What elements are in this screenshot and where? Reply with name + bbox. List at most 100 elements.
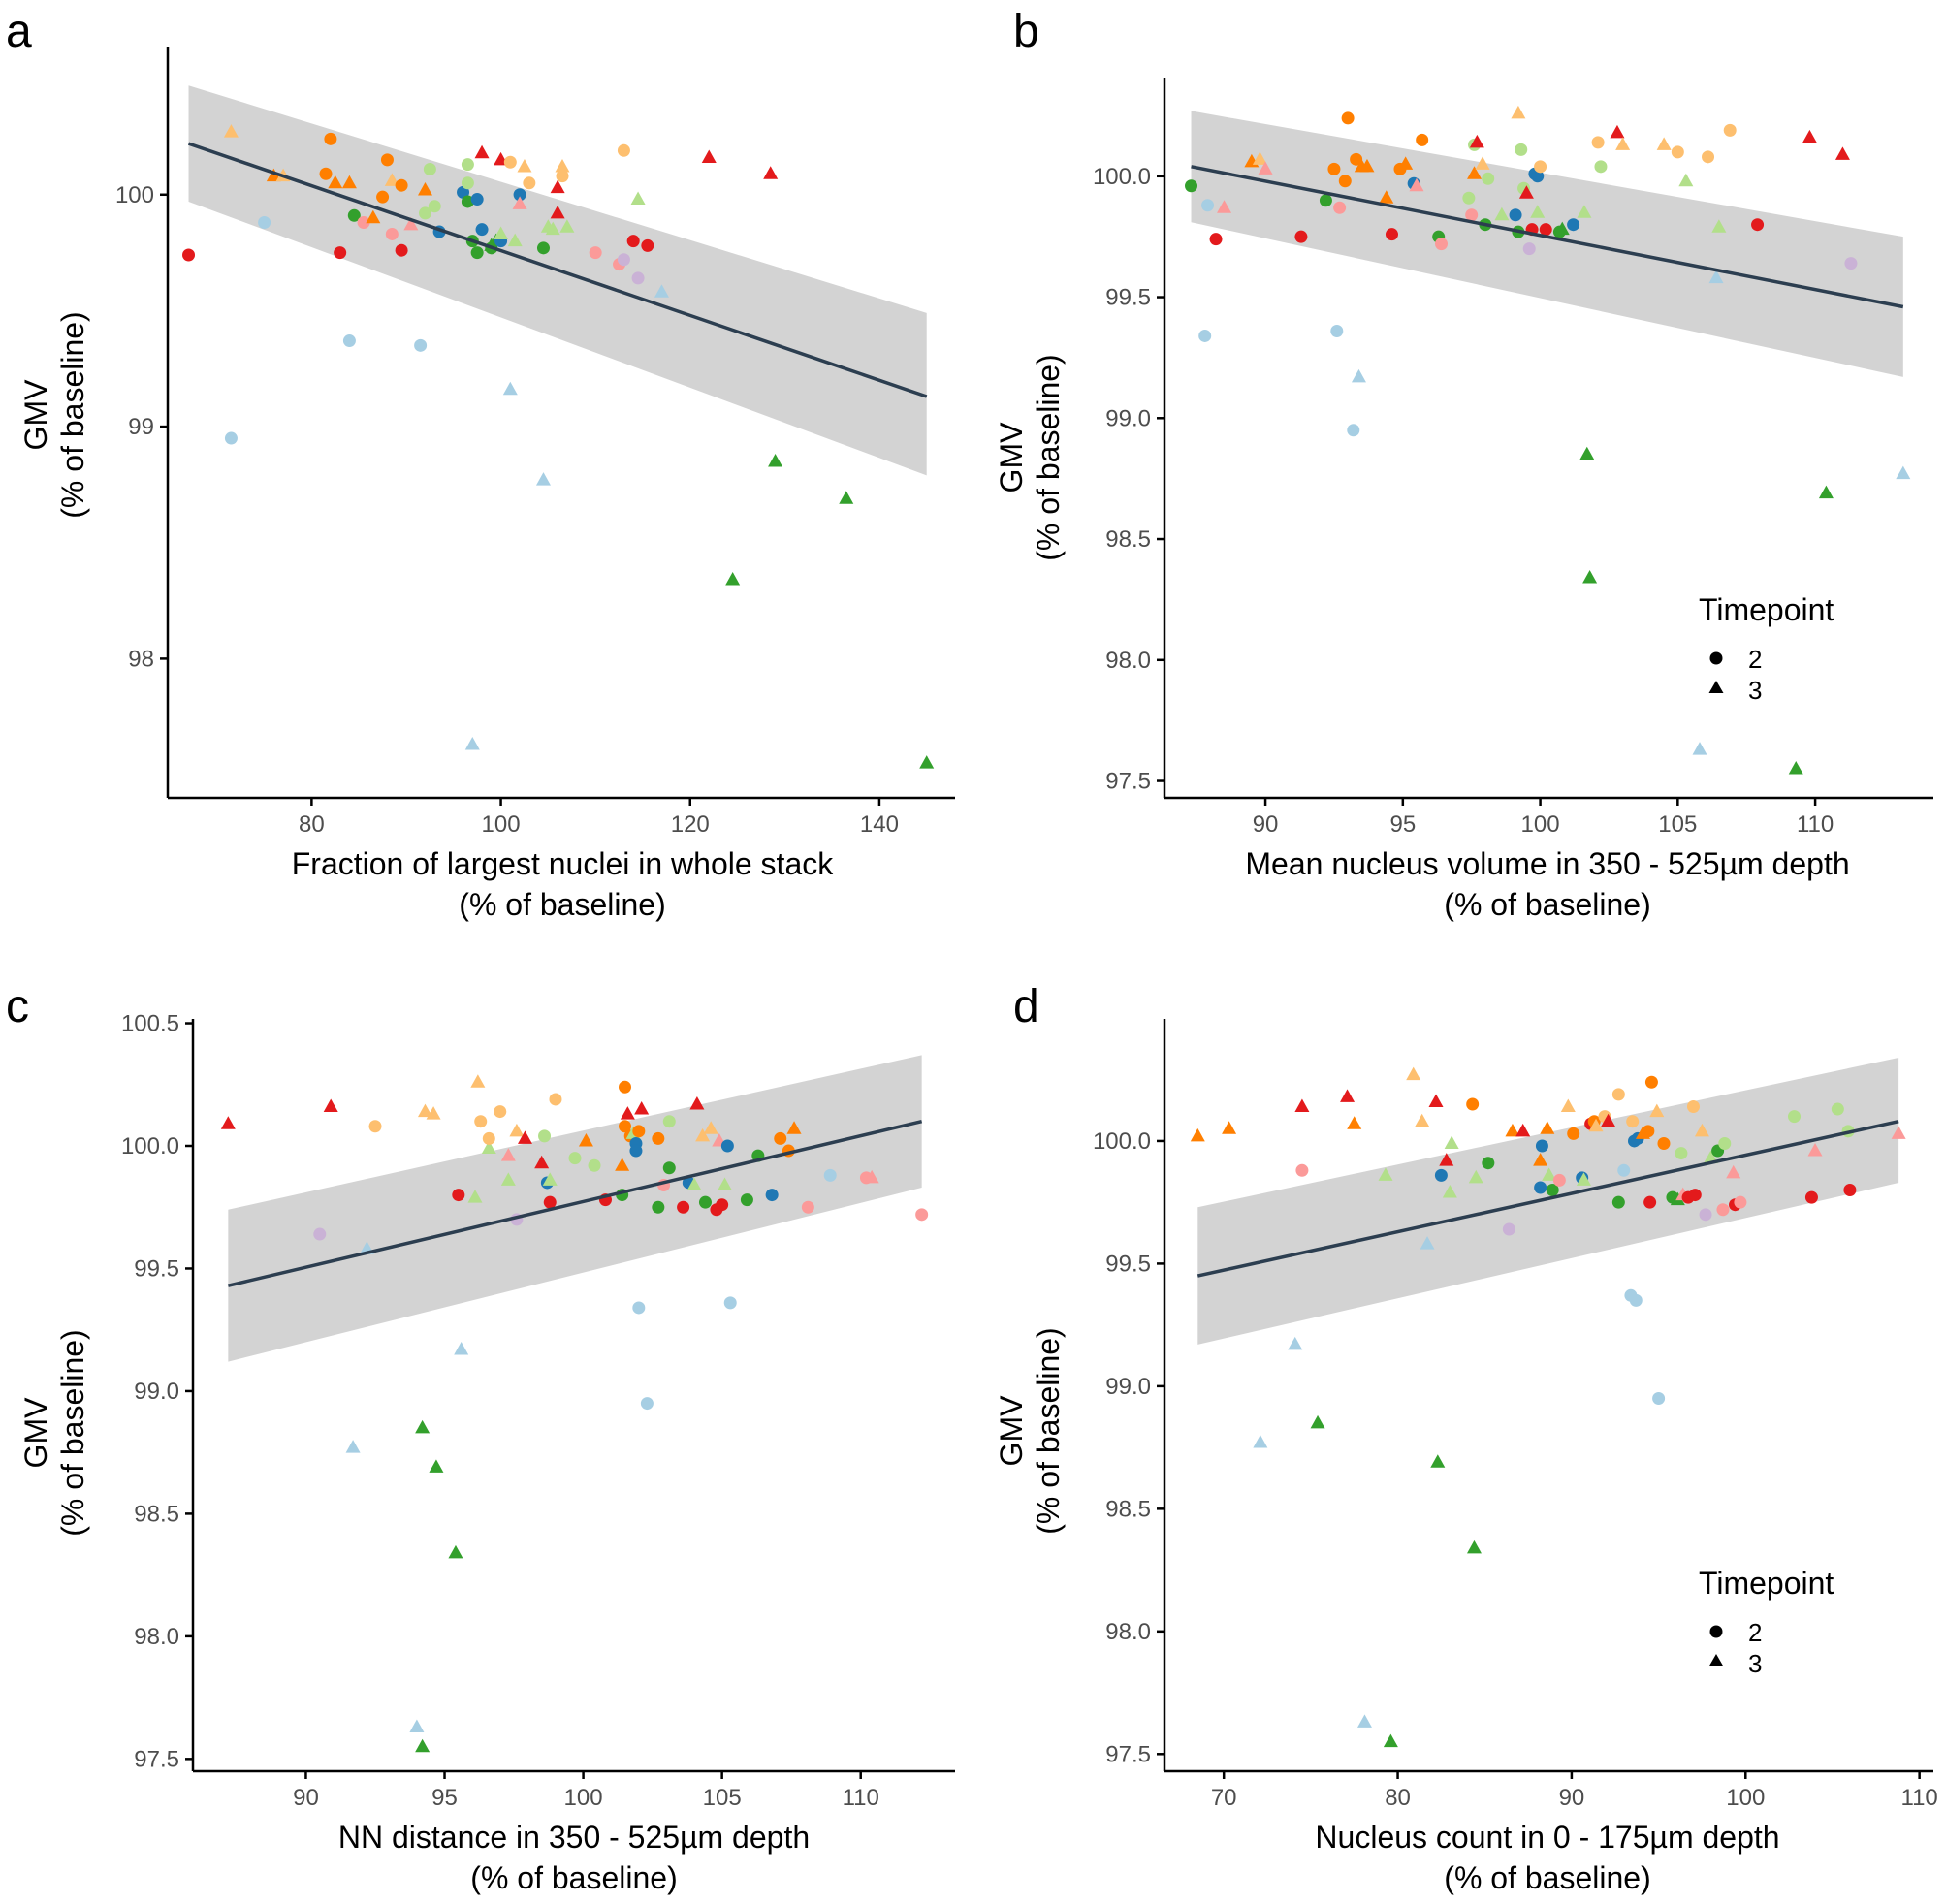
data-point [417, 181, 432, 196]
data-point [509, 1123, 525, 1137]
data-point [1347, 424, 1360, 437]
data-point [536, 241, 550, 255]
data-point [1535, 1139, 1548, 1153]
data-point [502, 381, 518, 396]
data-point [632, 1125, 646, 1138]
data-point [1494, 206, 1510, 221]
data-point [652, 1131, 665, 1145]
data-point [1643, 1195, 1657, 1209]
data-point [559, 219, 575, 233]
panel-d-legend-circle-key [1709, 1625, 1723, 1638]
y-tick-label: 98.0 [1105, 648, 1151, 674]
data-point [718, 1177, 733, 1190]
data-point [549, 1093, 562, 1106]
panel-d-letter: d [1013, 981, 1039, 1032]
data-point [839, 491, 854, 504]
data-point [550, 205, 565, 219]
data-point [1201, 199, 1215, 212]
data-point [1629, 1293, 1643, 1307]
data-point [494, 1105, 507, 1119]
data-point [1482, 1157, 1495, 1170]
panel-b-plot: 90 95 100 105 110 97.5 98.0 98.5 99.0 99.5 100.0 [1093, 78, 1933, 838]
data-point [629, 1144, 643, 1158]
panel-c-ylabel-line2: (% of baseline) [55, 1329, 90, 1536]
data-point [919, 755, 935, 769]
data-point [1807, 1143, 1823, 1157]
data-point [452, 1189, 465, 1202]
data-point [703, 1121, 718, 1134]
panel-c-letter: c [6, 981, 29, 1032]
data-point [1716, 1203, 1730, 1217]
data-point [1588, 1118, 1604, 1132]
data-point [1702, 150, 1715, 164]
panel-d-xlabel-line1: Nucleus count in 0 - 175µm depth [1315, 1820, 1779, 1855]
data-point [1509, 208, 1522, 222]
data-point [1834, 146, 1850, 160]
data-point [342, 334, 356, 348]
data-point [589, 246, 602, 260]
data-point [534, 1155, 550, 1169]
data-point [467, 1190, 483, 1203]
data-point [384, 173, 399, 186]
y-tick-label: 98.5 [1105, 1496, 1151, 1522]
data-point [1718, 1136, 1732, 1150]
y-tick-label: 98.0 [1105, 1619, 1151, 1645]
data-point [1310, 1414, 1325, 1429]
data-point [347, 208, 361, 222]
data-point [1534, 160, 1547, 174]
fit-line [227, 1120, 923, 1287]
panel-c-plot: 90 95 100 105 110 97.5 98.0 98.5 99.0 99.5 100.0 10… [121, 1011, 955, 1811]
data-point [474, 1115, 488, 1128]
data-point [1844, 257, 1858, 270]
data-point [1688, 1189, 1702, 1202]
data-point [1694, 1123, 1709, 1137]
data-point [220, 1116, 236, 1129]
data-point [1359, 158, 1375, 173]
data-point [1611, 1088, 1625, 1101]
panel-c-ylabel-line1: GMV [18, 1397, 53, 1469]
x-tick-label: 140 [860, 811, 899, 838]
data-point [1649, 1103, 1665, 1118]
data-point [482, 1131, 495, 1145]
data-point [630, 191, 646, 206]
data-point [507, 233, 523, 247]
data-point [1468, 1169, 1483, 1184]
y-tick-label: 99.0 [1105, 1374, 1151, 1400]
data-point [1434, 1168, 1448, 1182]
data-point [617, 253, 630, 267]
y-tick-label: 100.5 [121, 1011, 179, 1037]
data-point [1351, 368, 1366, 383]
data-point [461, 158, 474, 172]
panel-b-ylabel-line1: GMV [994, 422, 1029, 493]
data-point [461, 176, 474, 190]
panel-c-xlabel-line1: NN distance in 350 - 525µm depth [338, 1820, 810, 1855]
data-point [334, 246, 347, 260]
data-point [481, 1140, 496, 1155]
x-tick-label: 80 [299, 811, 325, 838]
data-point [1734, 1195, 1747, 1209]
x-tick-label: 80 [1385, 1785, 1411, 1811]
x-tick-label: 100 [1726, 1785, 1765, 1811]
data-point [1442, 1185, 1457, 1198]
x-tick-label: 120 [671, 811, 710, 838]
panel-b-legend-circle-key [1709, 651, 1723, 665]
data-point [415, 1738, 431, 1753]
data-point [915, 1208, 929, 1222]
data-point [640, 1397, 654, 1411]
data-point [801, 1200, 814, 1214]
data-point [266, 168, 281, 182]
data-point [1515, 1123, 1531, 1137]
data-point [500, 1148, 516, 1161]
data-point [1217, 200, 1232, 213]
data-point [763, 166, 779, 179]
y-tick-label: 98.5 [1105, 526, 1151, 553]
x-tick-label: 90 [1559, 1785, 1585, 1811]
data-point [1379, 190, 1394, 204]
data-point [662, 1115, 676, 1128]
data-point [1333, 201, 1347, 214]
data-point [765, 1189, 779, 1202]
data-point [619, 1080, 632, 1094]
y-tick-label: 98 [128, 646, 154, 672]
data-point [1469, 134, 1484, 148]
